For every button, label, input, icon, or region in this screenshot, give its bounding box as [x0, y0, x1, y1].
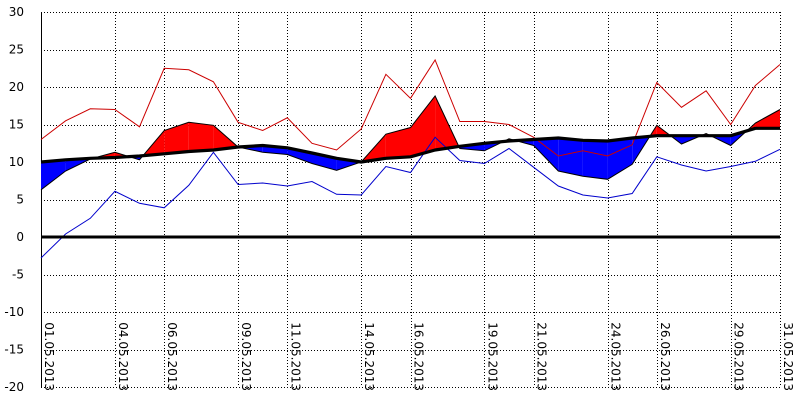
x-tick-label: 16.05.2013 [412, 322, 426, 391]
y-tick-label: -10 [4, 305, 24, 319]
y-tick-label: 15 [9, 118, 24, 132]
x-tick-label: 21.05.2013 [535, 322, 549, 391]
y-tick-label: -5 [12, 268, 24, 282]
y-tick-label: 10 [9, 155, 24, 169]
x-tick-label: 31.05.2013 [781, 322, 795, 391]
series-lines [40, 58, 781, 259]
above-normal-fill [385, 127, 411, 159]
above-normal-fill [410, 96, 436, 157]
below-normal-fill [41, 159, 66, 190]
below-normal-fill [582, 140, 608, 180]
below-normal-fill [558, 138, 583, 177]
y-tick-label: 0 [16, 230, 24, 244]
x-tick-label: 11.05.2013 [288, 322, 302, 391]
max-temperature-line [40, 58, 781, 157]
grid-lines [41, 12, 781, 388]
x-tick-label: 24.05.2013 [609, 322, 623, 391]
above-normal-fill [188, 122, 214, 152]
y-tick-label: 30 [9, 5, 24, 19]
y-tick-labels: -20 -15 -10 -5 0 5 10 15 20 25 30 [4, 5, 24, 394]
above-normal-fill [755, 109, 780, 129]
x-tick-label: 09.05.2013 [239, 322, 253, 391]
y-tick-label: 25 [9, 43, 24, 57]
x-tick-labels: 01.05.2013 04.05.2013 06.05.2013 09.05.2013… [42, 322, 795, 391]
x-tick-label: 01.05.2013 [42, 322, 56, 391]
anomaly-fills [41, 96, 780, 190]
x-tick-label: 06.05.2013 [165, 322, 179, 391]
y-tick-label: 20 [9, 80, 24, 94]
x-tick-label: 04.05.2013 [116, 322, 130, 391]
x-tick-label: 26.05.2013 [658, 322, 672, 391]
x-tick-label: 14.05.2013 [362, 322, 376, 391]
y-tick-label: -15 [4, 343, 24, 357]
x-tick-label: 19.05.2013 [485, 322, 499, 391]
below-normal-fill [607, 138, 633, 180]
normal-line [40, 126, 780, 164]
above-normal-fill [164, 122, 189, 154]
above-normal-fill [213, 125, 239, 150]
min-temperature-line [40, 136, 781, 259]
mean-line [40, 95, 781, 191]
y-tick-label: 5 [16, 193, 24, 207]
y-tick-label: -20 [4, 380, 24, 394]
below-normal-fill [533, 138, 559, 171]
x-tick-label: 29.05.2013 [732, 322, 746, 391]
